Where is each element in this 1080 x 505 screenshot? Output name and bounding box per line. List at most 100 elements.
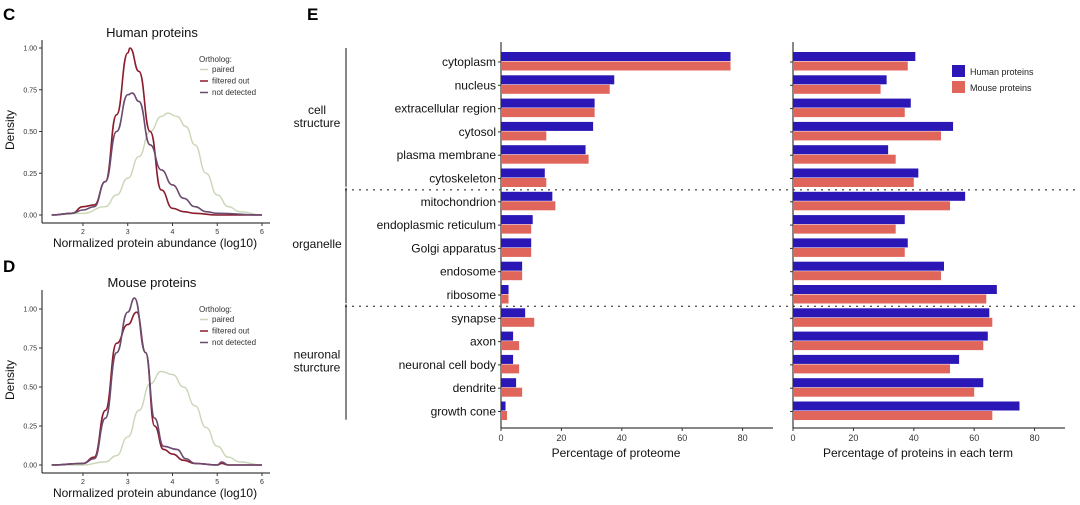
bar-mouse (793, 84, 881, 94)
bar-mouse (501, 84, 610, 94)
y-tick-label: 1.00 (23, 307, 37, 314)
category-label: plasma membrane (397, 148, 497, 162)
x-tick-label: 60 (677, 433, 687, 443)
bar-mouse (793, 294, 987, 304)
y-tick-label: 0.75 (23, 346, 37, 353)
bar-human (793, 285, 997, 294)
bar-mouse (501, 247, 532, 257)
legend-label: filtered out (212, 327, 250, 336)
x-tick-label: 3 (126, 229, 130, 236)
density-curve-paired (51, 370, 263, 466)
x-tick-label: 60 (969, 433, 979, 443)
bar-mouse (793, 411, 993, 420)
x-tick-label: 20 (556, 433, 566, 443)
bar-human (501, 121, 594, 131)
group-label: neuronal (294, 348, 341, 362)
density-chart-human: Human proteins 0.00 0.25 0.50 0.75 1.00 2 3 4 5 6N… (3, 25, 270, 250)
bar-human (501, 378, 517, 388)
y-axis-label: Density (3, 110, 17, 150)
bar-mouse (793, 341, 984, 351)
bar-human (793, 52, 916, 61)
x-tick-label: 0 (790, 433, 795, 443)
bar-mouse (793, 108, 905, 118)
y-tick-label: 0.00 (23, 213, 37, 220)
bar-human (501, 354, 514, 364)
bar-mouse (501, 317, 535, 327)
bar-mouse (793, 224, 896, 234)
bar-human (793, 75, 887, 85)
bar-mouse (501, 178, 547, 187)
x-tick-label: 6 (260, 479, 264, 486)
legend-label: filtered out (212, 77, 250, 86)
panel-label-c: C (3, 5, 15, 24)
bar-human (793, 168, 919, 178)
bar-human (501, 215, 533, 225)
bar-chart-proteome: cytoplasm nucleus extracellular region cyto… (292, 42, 1075, 460)
bar-human (793, 145, 889, 155)
category-label: Golgi apparatus (411, 241, 496, 255)
density-curve-not-detected (51, 92, 263, 216)
group-label: sturcture (294, 361, 341, 375)
x-axis-label: Normalized protein abundance (log10) (53, 486, 257, 500)
bar-mouse (793, 154, 896, 164)
x-tick-label: 6 (260, 229, 264, 236)
bar-human (501, 145, 586, 155)
legend-label: Mouse proteins (970, 83, 1032, 93)
bar-human (501, 285, 509, 294)
density-curve-paired (51, 112, 263, 216)
bar-human (793, 215, 905, 225)
category-label: synapse (451, 311, 496, 325)
x-axis-label: Normalized protein abundance (log10) (53, 236, 257, 250)
group-label: cell (308, 103, 326, 117)
bar-human (793, 238, 908, 248)
category-label: endosome (440, 265, 496, 279)
bar-human (793, 354, 960, 364)
category-label: nucleus (455, 78, 496, 92)
legend-label: paired (212, 65, 234, 74)
bar-mouse (501, 108, 595, 118)
legend-label: not detected (212, 88, 256, 97)
legend-label: Human proteins (970, 67, 1034, 77)
category-label: axon (470, 335, 496, 349)
bar-mouse (501, 224, 532, 234)
bar-human (793, 331, 988, 341)
bar-human (793, 401, 1020, 411)
bar-human (793, 378, 984, 388)
bar-human (501, 308, 526, 318)
group-label: organelle (292, 237, 342, 251)
y-tick-label: 0.50 (23, 385, 37, 392)
x-tick-label: 5 (215, 229, 219, 236)
category-label: cytoskeleton (429, 172, 496, 186)
bar-mouse (793, 131, 941, 141)
bar-human (501, 238, 532, 248)
bar-mouse (501, 61, 731, 71)
category-label: neuronal cell body (399, 358, 496, 372)
x-tick-label: 5 (215, 479, 219, 486)
x-tick-label: 2 (81, 479, 85, 486)
bar-human (501, 191, 553, 201)
legend-title: Ortholog: (199, 55, 232, 64)
bar-mouse (793, 178, 914, 187)
bar-mouse (793, 61, 908, 71)
bar-mouse (501, 387, 523, 397)
category-label: ribosome (447, 288, 497, 302)
bar-human (501, 98, 595, 108)
bar-human (501, 52, 731, 61)
x-tick-label: 3 (126, 479, 130, 486)
y-tick-label: 0.75 (23, 87, 37, 94)
bar-human (501, 75, 615, 85)
bar-human (501, 331, 514, 341)
category-label: endoplasmic reticulum (377, 218, 496, 232)
bar-mouse (501, 294, 509, 304)
x-tick-label: 80 (1030, 433, 1040, 443)
legend-swatch-mouse (952, 81, 965, 93)
x-tick-label: 2 (81, 229, 85, 236)
legend-label: not detected (212, 338, 256, 347)
category-label: extracellular region (395, 102, 496, 116)
y-axis-label: Density (3, 360, 17, 400)
category-label: cytoplasm (442, 55, 496, 69)
bar-human (501, 261, 523, 271)
bar-mouse (501, 271, 523, 281)
group-label: structure (294, 116, 341, 130)
